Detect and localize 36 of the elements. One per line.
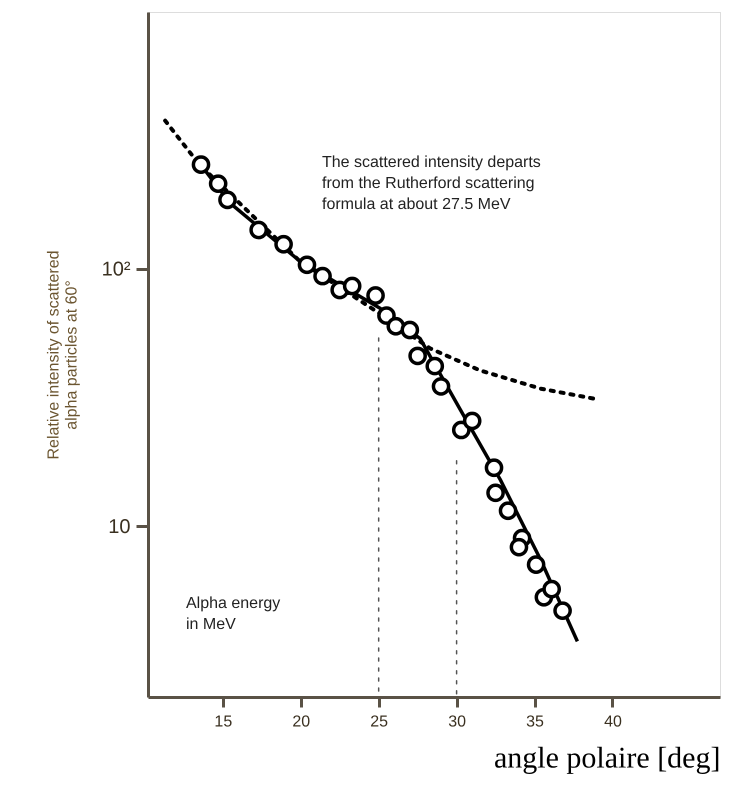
x-tick-label: 25 bbox=[370, 714, 388, 730]
y-tick-label: 10 bbox=[108, 516, 130, 538]
annotation: The scattered intensity departs from the Rutherford scattering formula at about 27.5 MeV bbox=[322, 154, 541, 213]
x-tick-label: 30 bbox=[448, 714, 466, 730]
point bbox=[432, 377, 450, 396]
point bbox=[208, 174, 228, 193]
point bbox=[484, 458, 504, 478]
x-tick-label: 35 bbox=[526, 714, 544, 730]
x-tick-label: 15 bbox=[214, 714, 232, 730]
point bbox=[400, 320, 420, 340]
point bbox=[218, 190, 237, 210]
point bbox=[408, 346, 427, 366]
x-tick-label: 40 bbox=[604, 714, 622, 730]
point bbox=[486, 484, 505, 502]
point bbox=[274, 234, 293, 254]
point bbox=[462, 412, 482, 430]
point bbox=[452, 420, 471, 440]
x-tick-label: 20 bbox=[292, 714, 310, 730]
point bbox=[342, 276, 362, 296]
point bbox=[553, 601, 572, 620]
point bbox=[377, 306, 396, 325]
point bbox=[498, 501, 518, 520]
point bbox=[298, 255, 316, 274]
point bbox=[366, 286, 385, 305]
y-axis-title: Relative intensity of scattered alpha particles at 60° bbox=[46, 250, 81, 460]
point bbox=[526, 555, 546, 574]
annotation: Alpha energy in MeV bbox=[186, 595, 280, 633]
x-axis-title: angle polaire [deg] bbox=[494, 742, 720, 774]
point bbox=[510, 538, 528, 556]
point bbox=[192, 155, 210, 174]
y-tick-label: 10² bbox=[102, 258, 131, 281]
point bbox=[386, 316, 406, 336]
point bbox=[542, 580, 562, 598]
point bbox=[425, 356, 444, 376]
point bbox=[313, 266, 332, 286]
point bbox=[249, 220, 268, 240]
